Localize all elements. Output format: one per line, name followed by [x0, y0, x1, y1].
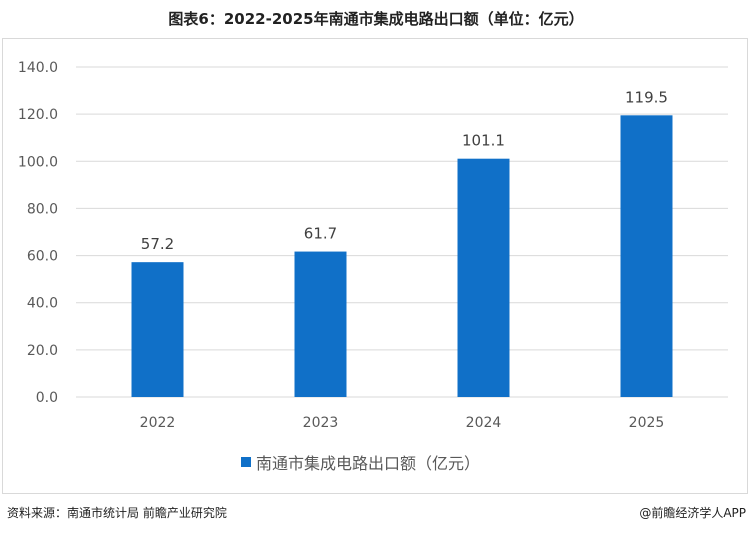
data-label: 119.5 [625, 88, 668, 106]
y-tick-label: 60.0 [27, 249, 58, 265]
bar-2025 [620, 115, 673, 398]
y-tick-label: 140.0 [18, 60, 58, 76]
x-tick-label: 2022 [140, 415, 176, 431]
data-label: 61.7 [304, 225, 337, 243]
data-label: 101.1 [462, 132, 505, 150]
y-tick-label: 0.0 [36, 390, 58, 406]
chart-title: 图表6：2022-2025年南通市集成电路出口额（单位：亿元） [168, 10, 584, 28]
bar-chart: 0.0 20.0 40.0 60.0 80.0 100.0 120.0 140.0 57.2 6… [18, 60, 728, 473]
chart-frame [2, 38, 748, 494]
y-tick-label: 80.0 [27, 201, 58, 217]
y-tick-label: 120.0 [18, 107, 58, 123]
brand-credit: @前瞻经济学人APP [639, 506, 746, 520]
legend-label: 南通市集成电路出口额（亿元） [256, 454, 480, 473]
y-tick-label: 40.0 [27, 296, 58, 312]
y-tick-label: 20.0 [27, 343, 58, 359]
x-tick-label: 2023 [303, 415, 339, 431]
gridlines [76, 66, 728, 398]
bars [131, 115, 673, 398]
data-labels: 57.2 61.7 101.1 119.5 [141, 88, 668, 253]
footer: 资料来源：南通市统计局 前瞻产业研究院 @前瞻经济学人APP [7, 504, 746, 524]
bar-2024 [457, 158, 510, 397]
bar-2022 [131, 262, 184, 397]
source-note: 资料来源：南通市统计局 前瞻产业研究院 [7, 506, 227, 520]
legend-swatch [241, 457, 251, 467]
x-tick-label: 2025 [629, 415, 665, 431]
data-label: 57.2 [141, 235, 174, 253]
bar-2023 [294, 251, 347, 397]
x-tick-label: 2024 [466, 415, 502, 431]
legend: 南通市集成电路出口额（亿元） [241, 454, 480, 473]
y-tick-label: 100.0 [18, 154, 58, 170]
y-axis-ticks: 0.0 20.0 40.0 60.0 80.0 100.0 120.0 140.0 [18, 60, 58, 406]
x-axis-ticks: 2022 2023 2024 2025 [140, 415, 665, 431]
